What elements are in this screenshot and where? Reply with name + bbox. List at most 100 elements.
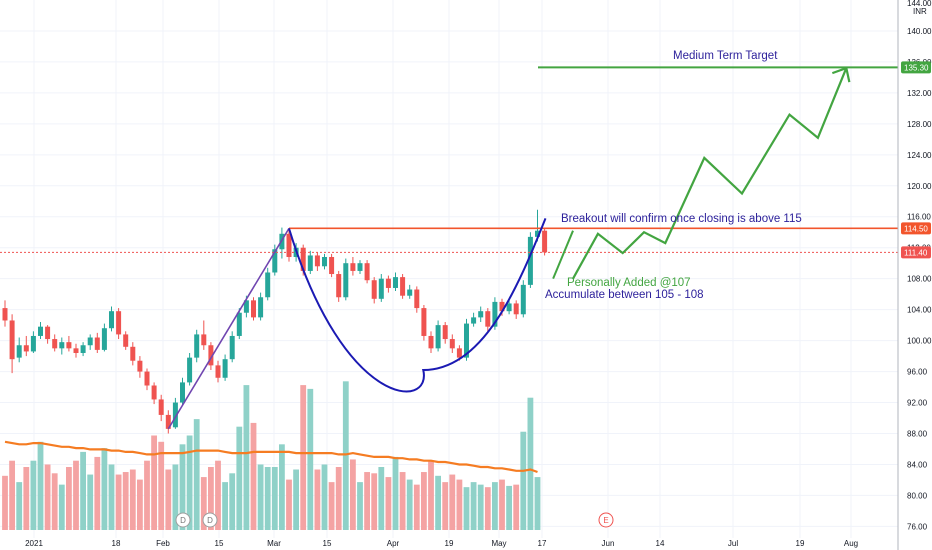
candle: [385, 275, 391, 293]
uptrend-line: [167, 227, 290, 430]
volume-bar: [378, 467, 385, 530]
candle-body: [329, 257, 335, 275]
candle-body: [45, 326, 51, 340]
candle-body: [492, 301, 498, 327]
candle-body: [314, 255, 320, 267]
candle: [307, 250, 313, 275]
candle: [314, 252, 320, 271]
candle-body: [385, 278, 391, 288]
candle: [201, 320, 207, 350]
volume-bar: [421, 472, 427, 530]
candle-body: [165, 414, 171, 429]
candle-body: [442, 325, 448, 340]
candle-body: [535, 230, 540, 237]
candle-body: [322, 257, 327, 267]
time-tick-label: 15: [323, 539, 332, 548]
price-tick-label: 132.00: [907, 89, 932, 98]
candle-body: [527, 236, 533, 285]
time-tick-label: Mar: [267, 539, 281, 548]
price-level-value: 135.30: [904, 63, 929, 72]
candle-body: [343, 263, 349, 298]
volume-bar: [80, 451, 86, 530]
candle: [393, 272, 398, 292]
candle: [151, 382, 157, 405]
candle: [180, 377, 185, 406]
candle: [322, 253, 327, 270]
candle-body: [485, 311, 491, 327]
candle-body: [506, 303, 512, 312]
event-marker-circle: [202, 512, 218, 528]
candle: [229, 331, 235, 363]
candle: [109, 306, 114, 332]
candle: [165, 410, 171, 434]
candle-body: [236, 312, 242, 336]
candle: [215, 360, 221, 383]
candle-body: [38, 326, 43, 336]
price-tick-label: 100.00: [907, 337, 932, 346]
volume-bar: [165, 469, 172, 530]
volume-bar: [527, 397, 534, 530]
candle: [137, 356, 143, 378]
candle-body: [357, 263, 363, 271]
candle-body: [350, 263, 356, 271]
price-level-label-resistance: 114.50: [901, 222, 931, 235]
candle-body: [9, 320, 15, 360]
candle-body: [52, 339, 58, 349]
time-tick-label: 19: [445, 539, 454, 548]
price-tick-label: 140.00: [907, 27, 932, 36]
candle: [449, 334, 455, 353]
volume-bar: [158, 441, 165, 530]
volume-bar: [37, 441, 44, 530]
annotation-breakout: Breakout will confirm once closing is ab…: [561, 213, 802, 225]
candle-body: [513, 303, 519, 315]
candle: [172, 397, 178, 429]
time-axis-ticks: 2021 18 Feb 15 Mar 15 Apr 19 May 17 Jun 14 Jul 19 Aug: [25, 539, 858, 548]
volume-bar: [243, 385, 250, 530]
candle-body: [307, 255, 313, 271]
candle-body: [336, 274, 342, 298]
candle-body: [222, 359, 228, 378]
volume-bar: [470, 482, 477, 530]
time-tick-label: Apr: [387, 539, 400, 548]
volume-bar: [87, 474, 94, 530]
volume-bar: [321, 464, 328, 530]
price-axis-top-label: 144.00: [907, 0, 932, 8]
candle: [2, 300, 8, 327]
volume-bar: [399, 472, 406, 530]
volume-bar: [101, 448, 108, 530]
candle: [421, 304, 427, 341]
volume-bar: [51, 473, 58, 530]
candle: [364, 260, 370, 284]
volume-bar: [435, 475, 441, 530]
volume-bar: [186, 435, 193, 530]
candle-body: [23, 345, 29, 352]
candle-body: [300, 247, 306, 271]
event-marker-circle: [175, 512, 191, 528]
volume-bar: [23, 467, 30, 530]
candle-body: [109, 311, 114, 329]
candle: [442, 322, 448, 344]
volume-bar: [506, 485, 512, 530]
volume-bar: [137, 479, 143, 530]
candle-body: [435, 325, 441, 349]
candle: [520, 280, 526, 318]
price-tick-label: 88.00: [907, 429, 928, 438]
candle-body: [101, 328, 107, 350]
candle-body: [144, 371, 150, 386]
price-level-pill: [901, 246, 931, 259]
price-tick-label: 124.00: [907, 151, 932, 160]
candle: [23, 335, 29, 357]
candle: [222, 354, 228, 381]
candle: [38, 322, 43, 340]
candle-body: [499, 301, 505, 312]
candle-body: [16, 345, 22, 358]
volume-bar: [463, 487, 470, 530]
volume-bar: [307, 388, 314, 530]
candle: [80, 342, 86, 357]
candle: [144, 368, 150, 391]
volume-bar: [94, 456, 101, 530]
candle: [236, 308, 242, 340]
candle-body: [272, 249, 278, 273]
candle: [378, 274, 384, 302]
candle-body: [449, 339, 455, 349]
